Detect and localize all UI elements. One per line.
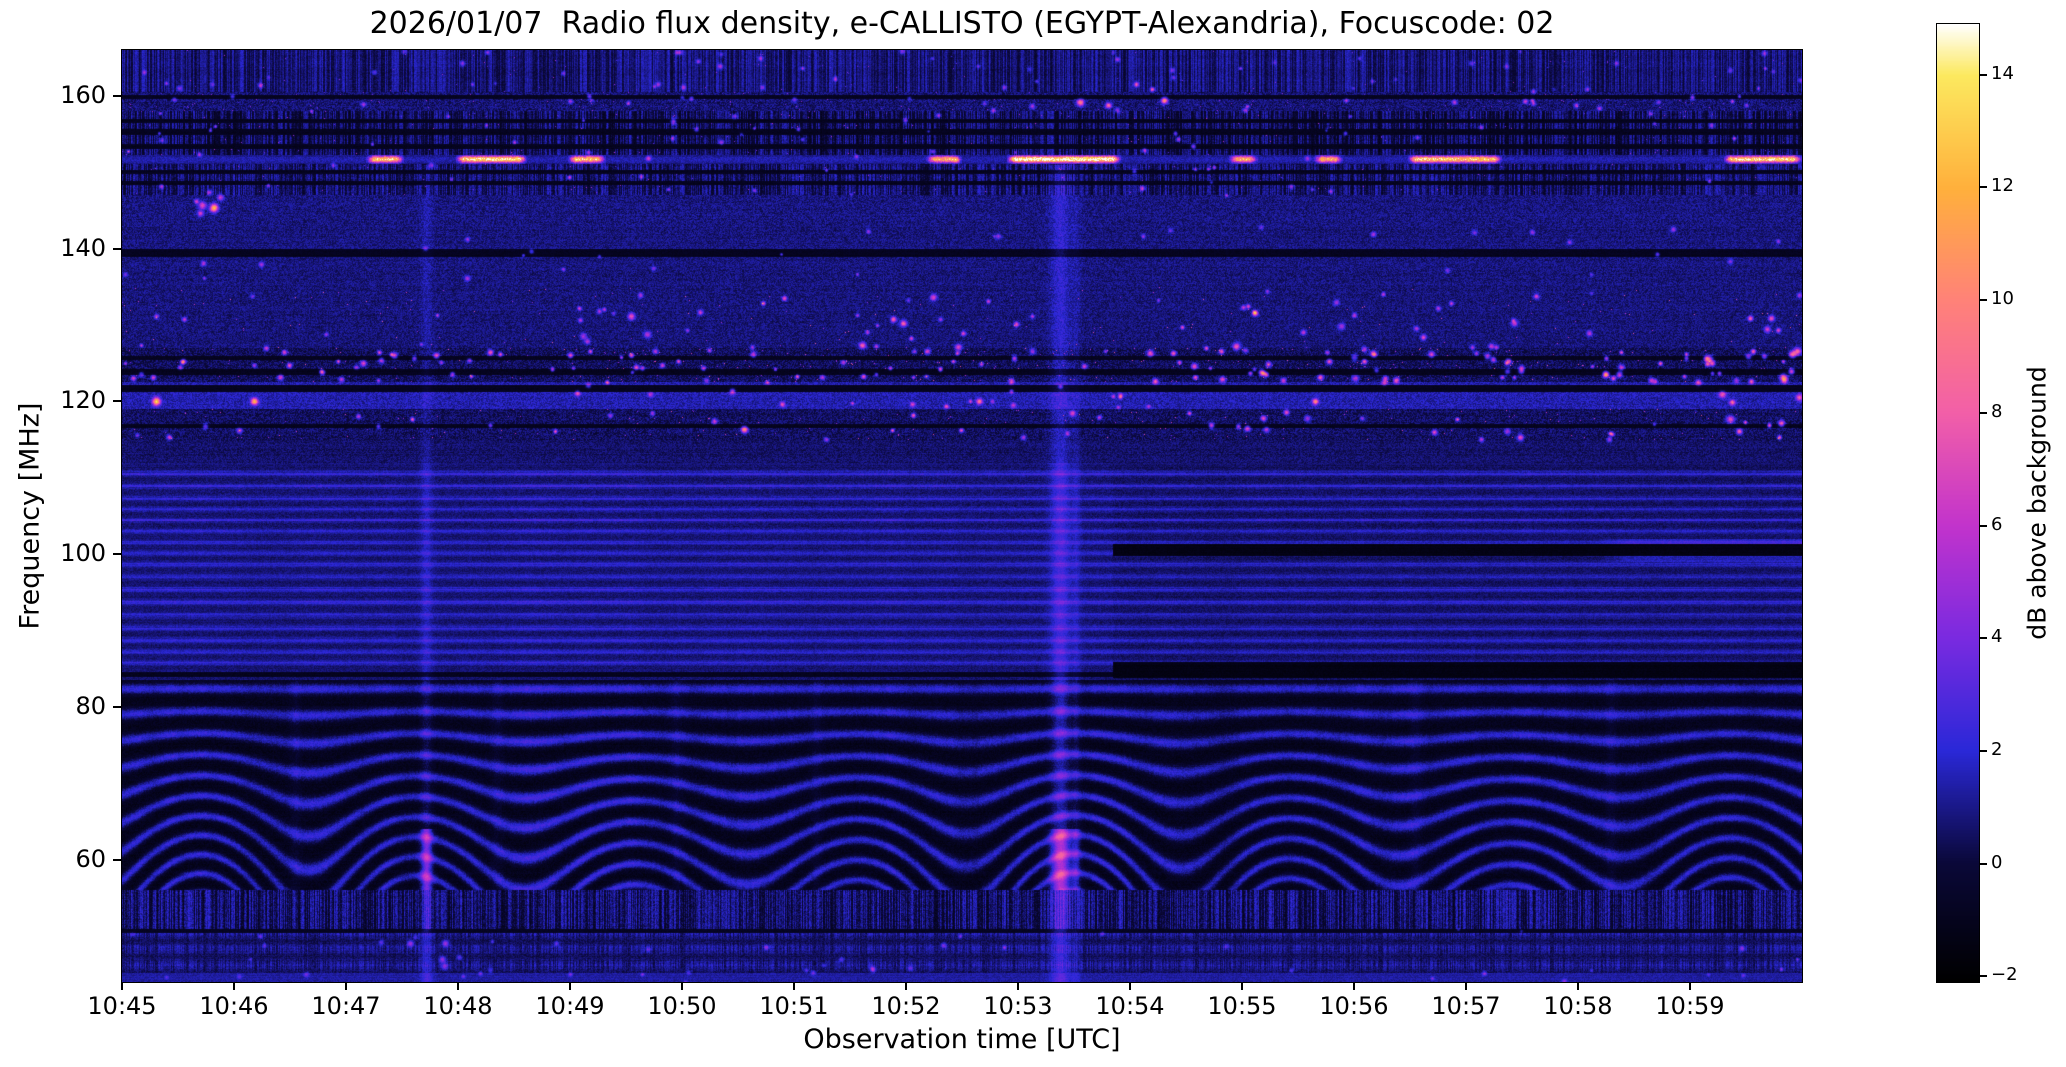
x-tick-label: 10:59	[1655, 992, 1725, 1020]
x-tick-label: 10:57	[1431, 992, 1501, 1020]
x-tick-mark	[457, 982, 459, 990]
x-tick-label: 10:56	[1319, 992, 1389, 1020]
y-tick-mark	[113, 400, 122, 403]
x-tick-label: 10:46	[199, 992, 269, 1020]
x-tick-mark	[121, 982, 123, 990]
x-tick-mark	[793, 982, 795, 990]
x-tick-label: 10:55	[1207, 992, 1277, 1020]
x-tick-mark	[1017, 982, 1019, 990]
y-tick-label: 100	[60, 539, 106, 568]
x-tick-label: 10:48	[423, 992, 493, 1020]
colorbar-tick-label: 2	[1991, 738, 2003, 760]
y-tick-label: 120	[60, 386, 106, 415]
x-tick-mark	[1577, 982, 1579, 990]
colorbar-tick-mark	[1979, 411, 1987, 414]
y-tick-mark	[113, 705, 122, 708]
colorbar-tick-label: 14	[1991, 62, 2014, 84]
colorbar-tick-mark	[1979, 524, 1987, 527]
x-tick-label: 10:54	[1095, 992, 1165, 1020]
x-tick-label: 10:45	[87, 992, 157, 1020]
y-tick-mark	[113, 94, 122, 97]
x-tick-label: 10:53	[983, 992, 1053, 1020]
y-tick-label: 80	[75, 691, 106, 720]
y-tick-mark	[113, 247, 122, 250]
colorbar-tick-label: 10	[1991, 288, 2014, 310]
x-tick-mark	[1465, 982, 1467, 990]
y-tick-label: 60	[75, 844, 106, 873]
y-axis-label: Frequency [MHz]	[14, 402, 46, 630]
colorbar-tick-label: −2	[1991, 964, 2018, 986]
colorbar-tick-mark	[1979, 299, 1987, 302]
colorbar-tick-mark	[1979, 637, 1987, 640]
x-tick-label: 10:58	[1543, 992, 1613, 1020]
colorbar-tick-mark	[1979, 975, 1987, 978]
x-tick-label: 10:49	[535, 992, 605, 1020]
colorbar-label: dB above background	[2022, 366, 2052, 640]
x-tick-label: 10:50	[647, 992, 717, 1020]
x-tick-mark	[905, 982, 907, 990]
x-tick-label: 10:52	[871, 992, 941, 1020]
colorbar-tick-label: 0	[1991, 851, 2003, 873]
colorbar-tick-mark	[1979, 186, 1987, 189]
colorbar-tick-mark	[1979, 749, 1987, 752]
colorbar-tick-label: 8	[1991, 400, 2003, 422]
x-tick-label: 10:51	[759, 992, 829, 1020]
x-tick-mark	[1241, 982, 1243, 990]
colorbar-tick-label: 6	[1991, 513, 2003, 535]
colorbar-tick-label: 4	[1991, 626, 2003, 648]
spectrogram-image	[121, 49, 1803, 983]
y-tick-mark	[113, 553, 122, 556]
x-tick-mark	[681, 982, 683, 990]
x-tick-mark	[1689, 982, 1691, 990]
x-tick-mark	[1129, 982, 1131, 990]
x-tick-label: 10:47	[311, 992, 381, 1020]
y-tick-label: 160	[60, 80, 106, 109]
y-tick-label: 140	[60, 233, 106, 262]
y-tick-mark	[113, 858, 122, 861]
colorbar	[1936, 23, 1980, 983]
colorbar-tick-mark	[1979, 862, 1987, 865]
x-tick-mark	[233, 982, 235, 990]
x-tick-mark	[1353, 982, 1355, 990]
chart-title: 2026/01/07 Radio flux density, e-CALLIST…	[369, 6, 1555, 41]
colorbar-tick-mark	[1979, 73, 1987, 76]
x-tick-mark	[569, 982, 571, 990]
x-tick-mark	[345, 982, 347, 990]
colorbar-tick-label: 12	[1991, 175, 2014, 197]
x-axis-label: Observation time [UTC]	[803, 1024, 1121, 1055]
